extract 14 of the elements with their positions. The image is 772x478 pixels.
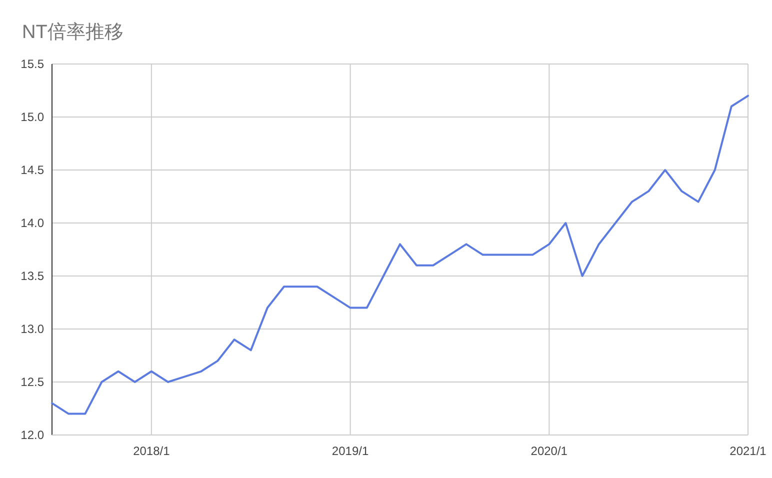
y-tick-label: 14.5 <box>20 163 44 177</box>
y-tick-label: 13.5 <box>20 269 44 283</box>
line-series <box>51 94 749 415</box>
y-tick-label: 12.0 <box>20 428 44 442</box>
chart-title: NT倍率推移 <box>22 21 124 43</box>
x-tick-label: 2019/1 <box>332 444 369 458</box>
y-tick-label: 15.0 <box>20 110 44 124</box>
x-tick-label: 2018/1 <box>133 444 170 458</box>
y-tick-label: 12.5 <box>20 375 44 389</box>
y-tick-label: 15.5 <box>20 57 44 71</box>
x-tick-label: 2020/1 <box>530 444 568 458</box>
x-tick-label: 2021/1 <box>730 444 767 458</box>
y-tick-label: 13.0 <box>20 322 44 336</box>
y-tick-label: 14.0 <box>20 216 44 230</box>
